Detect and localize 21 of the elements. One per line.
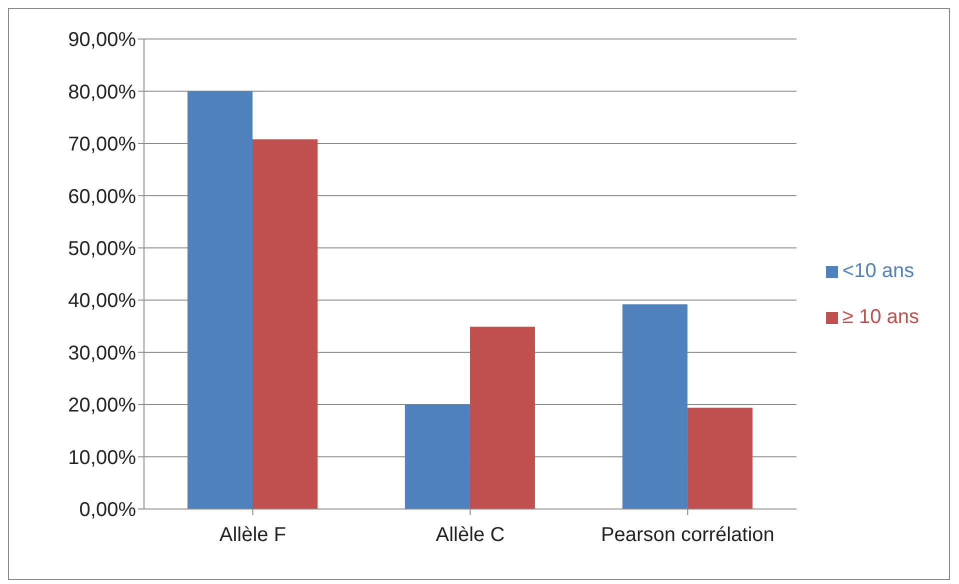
x-tick-label: Allèle C bbox=[436, 524, 505, 546]
y-tick-label: 10,00% bbox=[68, 446, 136, 469]
bar bbox=[252, 139, 318, 509]
legend-label: <10 ans bbox=[842, 260, 914, 282]
bar bbox=[187, 91, 252, 509]
y-tick-label: 40,00% bbox=[68, 290, 136, 312]
y-tick-label: 50,00% bbox=[68, 238, 136, 260]
y-tick-label: 30,00% bbox=[68, 342, 136, 364]
x-tick-label: Pearson corrélation bbox=[600, 524, 774, 546]
x-tick-label: Allèle F bbox=[219, 524, 286, 546]
y-tick-label: 0,00% bbox=[79, 499, 136, 522]
bar bbox=[687, 408, 752, 509]
y-tick-label: 70,00% bbox=[68, 134, 136, 156]
y-tick-label: 90,00% bbox=[68, 29, 136, 52]
y-tick-label: 60,00% bbox=[68, 186, 136, 208]
bar bbox=[470, 326, 535, 509]
legend-label: ≥ 10 ans bbox=[842, 306, 919, 328]
y-tick-label: 80,00% bbox=[68, 81, 136, 104]
y-tick-label: 20,00% bbox=[68, 394, 136, 417]
bar bbox=[404, 404, 470, 509]
bar bbox=[622, 304, 688, 509]
